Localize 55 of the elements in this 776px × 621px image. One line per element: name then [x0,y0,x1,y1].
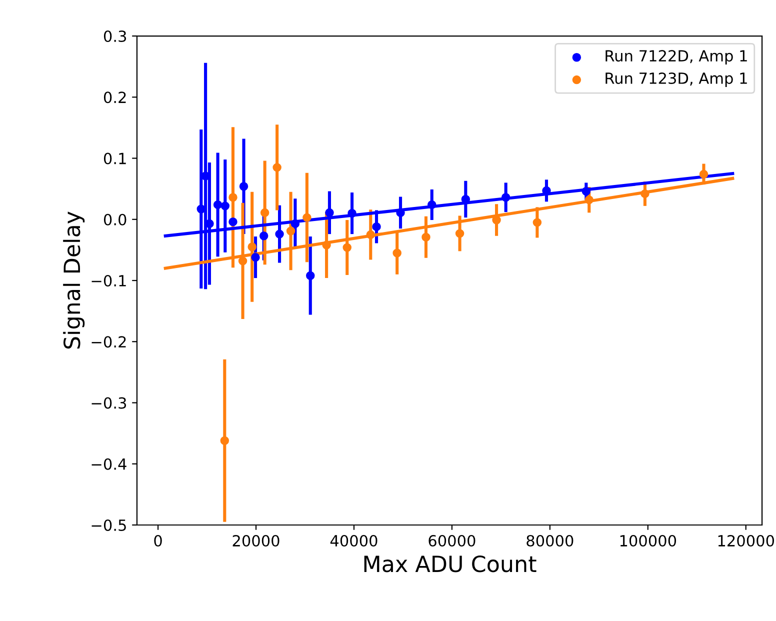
point [251,252,260,262]
point [239,182,248,191]
x-tick-label: 100000 [620,534,676,547]
point [582,186,591,196]
point [238,256,248,266]
point [290,219,300,228]
point [306,271,315,280]
point [286,226,296,236]
point [492,216,501,224]
x-tick-label: 20000 [232,534,280,547]
point [342,243,352,252]
point [699,170,708,179]
y-tick-label: −0.3 [92,397,126,409]
point [272,163,282,172]
legend-label: Run 7123D, Amp 1 [606,72,747,87]
point [325,208,334,218]
point [640,189,650,198]
point [220,436,230,446]
point [248,242,256,252]
point [220,202,230,210]
y-tick-label: 0.1 [104,152,126,164]
point [348,208,356,218]
x-tick-label: 120000 [718,534,774,547]
y-tick-label: 0.3 [104,30,126,42]
point [322,240,331,250]
point [260,208,270,218]
point [228,193,238,202]
x-tick-label: 80000 [526,534,574,547]
point [422,232,430,242]
y-tick-label: 0.0 [104,214,126,226]
point [213,200,222,210]
point [455,229,464,238]
y-tick-label: 0.2 [104,92,126,104]
y-axis-title: Signal Delay [63,212,85,349]
point [532,218,542,227]
y-tick-label: −0.4 [92,458,126,470]
point [392,248,402,258]
x-tick-label: 40000 [330,534,378,547]
point [302,213,312,222]
point [366,230,375,240]
y-tick-label: −0.2 [92,336,126,348]
point [427,200,436,210]
y-tick-label: −0.5 [92,519,126,532]
point [275,230,284,238]
point [584,195,594,204]
x-tick-label: 0 [154,534,162,547]
point [501,193,510,202]
point [228,217,238,226]
y-tick-label: −0.1 [92,274,126,287]
x-tick-label: 60000 [428,534,476,547]
point [259,232,268,240]
x-axis-title: Max ADU Count [364,555,536,572]
legend-label: Run 7122D, Amp 1 [606,50,747,65]
point [372,222,381,232]
point [396,208,405,218]
